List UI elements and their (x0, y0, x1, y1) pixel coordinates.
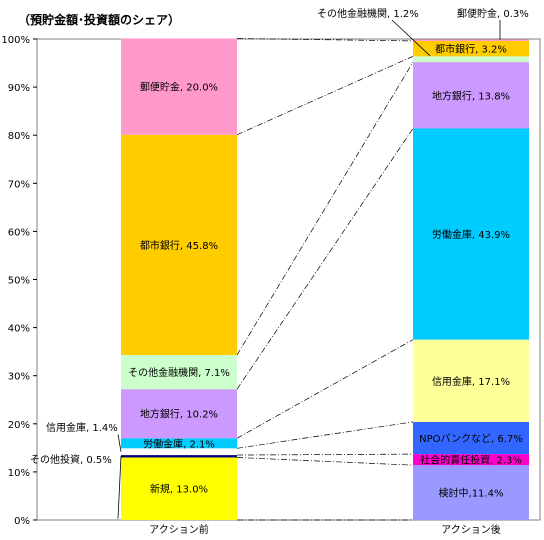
series-connector-line (236, 55, 414, 136)
x-category-label: アクション前 (149, 523, 209, 536)
y-tick-label: 60% (8, 227, 30, 238)
series-connector-line (236, 421, 414, 449)
y-tick-label: 90% (8, 83, 30, 94)
segment-data-label: 労働金庫, 2.1% (143, 437, 215, 450)
bar-segment (121, 438, 237, 449)
bar-segment (413, 465, 529, 520)
bar-segment (121, 389, 237, 439)
label-leader-line (117, 456, 122, 519)
y-tick-label: 80% (8, 131, 30, 142)
series-connector-line (236, 38, 414, 42)
segment-data-label: 都市銀行, 45.8% (140, 239, 218, 252)
bar-segment (413, 128, 529, 340)
y-tick-label: 30% (8, 372, 30, 383)
segment-data-label: 信用金庫, 1.4% (46, 421, 118, 434)
bar-segment (121, 38, 237, 135)
plot-area: 0% 10% 20% 30% 40% 50% 60% 70% 80% 90% 100% 新規, 13.… (1, 7, 541, 536)
segment-data-label: 信用金庫, 17.1% (432, 375, 510, 388)
bar-segment (121, 457, 237, 520)
y-tick-label: 0% (14, 516, 30, 527)
x-category-label: アクション後 (441, 523, 501, 536)
label-leader-line (117, 434, 122, 452)
series-connector-line (236, 61, 414, 356)
series-connector-line (236, 128, 414, 390)
bar-segment (413, 421, 529, 455)
segment-data-label: 都市銀行, 3.2% (435, 43, 507, 56)
segment-data-label: 地方銀行, 13.8% (432, 89, 510, 102)
bar-segment (121, 355, 237, 390)
bar-segment (413, 40, 529, 57)
bar-segment (413, 56, 529, 63)
segment-data-label: NPOバンクなど, 6.7% (419, 433, 523, 445)
label-leader-line (391, 19, 431, 57)
bar-segment (413, 39, 529, 41)
chart-title: （預貯金額･投資額のシェア） (18, 12, 180, 27)
series-connector-line (236, 339, 414, 439)
y-tick-label: 40% (8, 324, 30, 335)
y-tick-label: 10% (8, 468, 30, 479)
segment-data-label: 新規, 13.0% (150, 483, 208, 496)
bar-segment (121, 448, 237, 456)
y-tick-label: 70% (8, 179, 30, 190)
segment-data-label: その他金融機関, 7.1% (128, 366, 230, 379)
segment-data-label: 郵便貯金, 0.3% (457, 7, 529, 20)
bar-segment (121, 134, 237, 356)
bar-segment (121, 455, 237, 458)
series-connector-line (236, 457, 414, 466)
segment-data-label: その他金融機関, 1.2% (317, 7, 419, 20)
segment-data-label: 労働金庫, 43.9% (432, 228, 510, 241)
segment-data-label: 郵便貯金, 20.0% (140, 81, 218, 94)
segment-data-label: 検討中,11.4% (439, 487, 504, 500)
y-tick-label: 20% (8, 420, 30, 431)
y-tick-label: 100% (1, 35, 30, 46)
bar-segment (413, 62, 529, 129)
segment-data-label: その他投資, 0.5% (30, 453, 112, 466)
y-tick-label: 50% (8, 276, 30, 287)
bar-segment (413, 454, 529, 466)
segment-data-label: 地方銀行, 10.2% (140, 408, 218, 421)
bar-segment (413, 339, 529, 422)
segment-data-label: 社会的責任投資, 2.3% (420, 454, 522, 467)
series-connector-line (236, 453, 414, 456)
